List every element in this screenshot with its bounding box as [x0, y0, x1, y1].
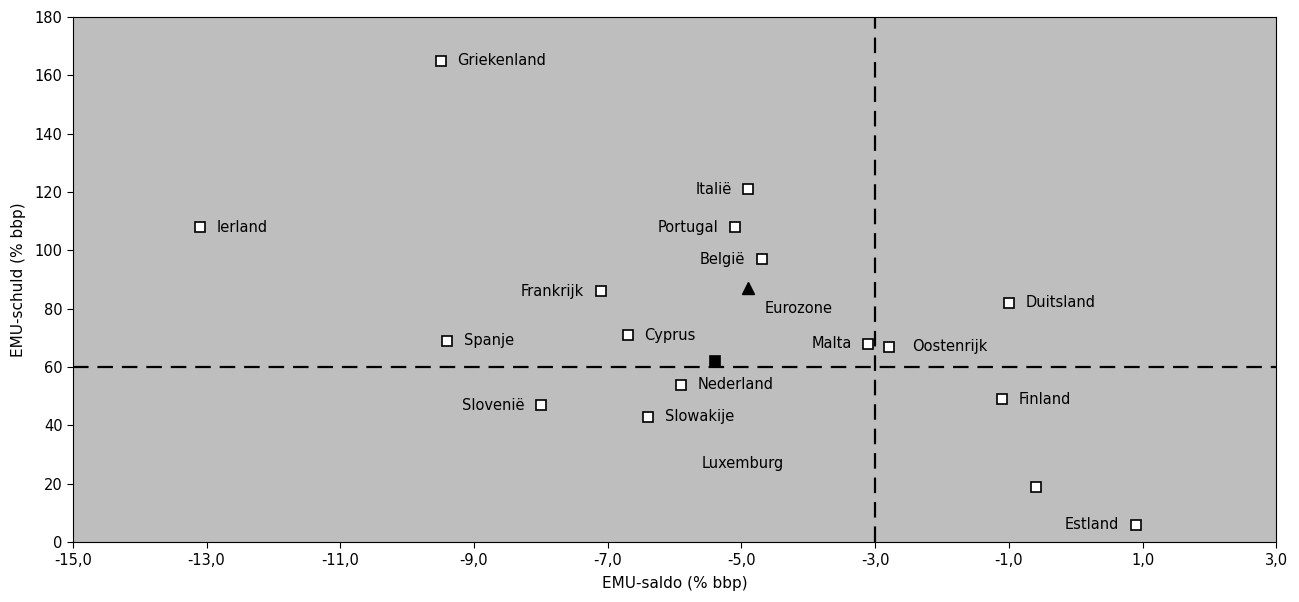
Text: Nederland: Nederland	[698, 377, 774, 392]
Text: Italië: Italië	[695, 182, 731, 197]
Text: Malta: Malta	[812, 337, 852, 352]
Text: Duitsland: Duitsland	[1026, 296, 1095, 311]
Text: Oostenrijk: Oostenrijk	[912, 339, 987, 354]
Text: Slowakije: Slowakije	[665, 409, 734, 424]
Text: België: België	[699, 252, 744, 267]
Text: Griekenland: Griekenland	[457, 54, 546, 69]
Text: Eurozone: Eurozone	[765, 301, 833, 316]
Text: Estland: Estland	[1065, 517, 1120, 532]
Y-axis label: EMU-schuld (% bbp): EMU-schuld (% bbp)	[12, 202, 26, 357]
Text: Cyprus: Cyprus	[644, 327, 696, 343]
Text: Frankrijk: Frankrijk	[521, 284, 585, 299]
Text: Finland: Finland	[1018, 392, 1072, 407]
Text: Portugal: Portugal	[657, 220, 718, 235]
Text: Spanje: Spanje	[464, 334, 514, 349]
Text: Ierland: Ierland	[217, 220, 268, 235]
Text: Luxemburg: Luxemburg	[701, 456, 783, 471]
X-axis label: EMU-saldo (% bbp): EMU-saldo (% bbp)	[601, 576, 747, 591]
Text: Slovenië: Slovenië	[461, 397, 525, 412]
